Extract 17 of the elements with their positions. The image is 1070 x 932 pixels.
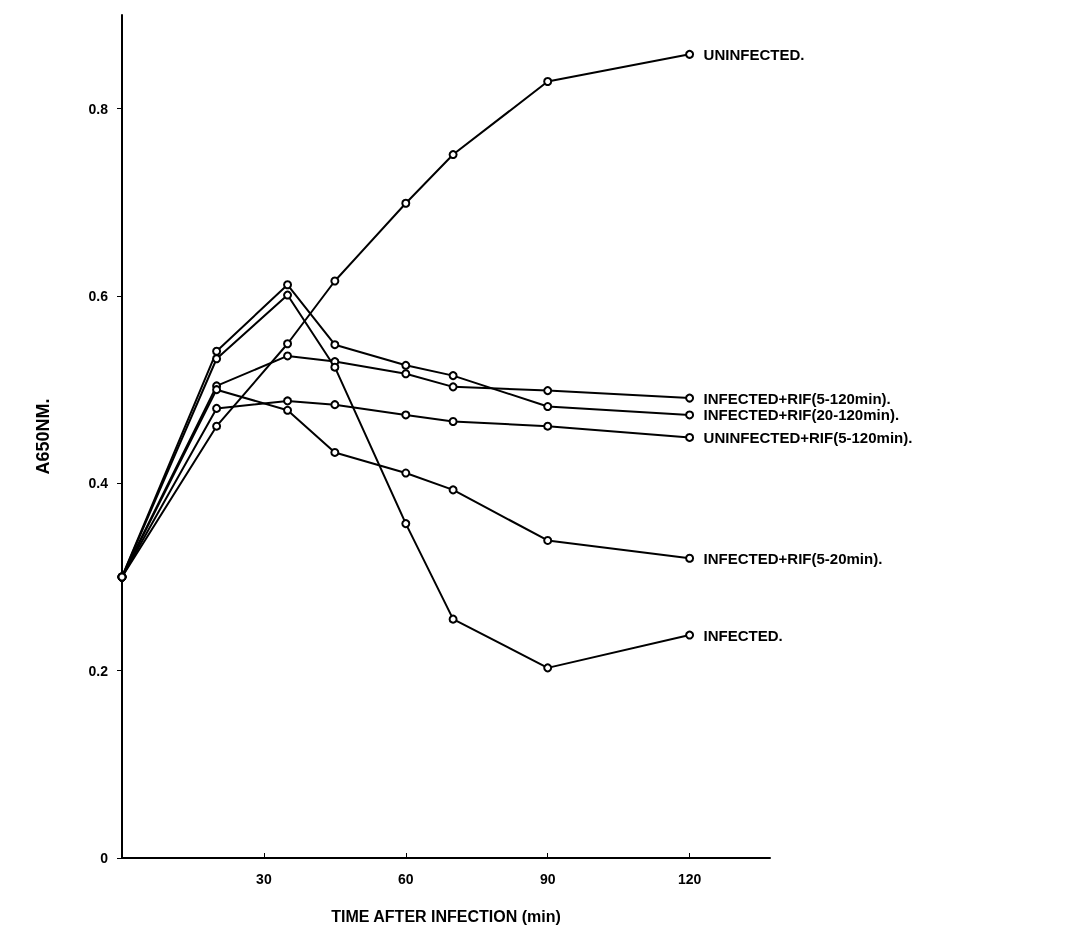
x-tick-label: 120 [677, 871, 702, 887]
x-tick-label: 60 [398, 871, 414, 887]
series-label: INFECTED+RIF(20-120min). [703, 406, 900, 424]
y-tick-label: 0.4 [88, 475, 109, 492]
y-tick-label: 0 [100, 850, 109, 866]
x-tick-label: 30 [256, 871, 272, 887]
y-tick-label: 0.8 [88, 100, 109, 117]
series-label: INFECTED. [703, 626, 783, 644]
series-label: UNINFECTED+RIF(5-120min). [703, 428, 913, 446]
y-tick-label: 0.6 [88, 288, 109, 304]
x-tick-label: 90 [539, 871, 556, 887]
series-label: INFECTED+RIF(5-120min). [703, 389, 891, 407]
series-label: INFECTED+RIF(5-20min). [703, 549, 883, 567]
series-label: UNINFECTED. [703, 45, 805, 63]
y-tick-label: 0.2 [88, 662, 109, 679]
x-axis-title: TIME AFTER INFECTION (min) [331, 907, 561, 925]
y-axis-title: A650NM. [33, 398, 53, 475]
